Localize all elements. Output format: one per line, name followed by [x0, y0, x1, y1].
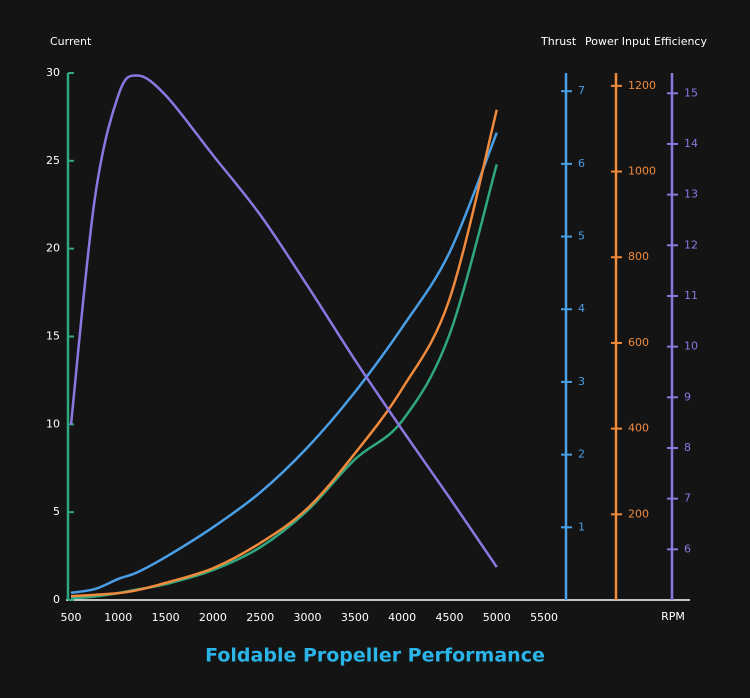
y-tick-label: 13 — [684, 188, 698, 201]
y-tick-label: 400 — [628, 422, 649, 435]
chart-title: Foldable Propeller Performance — [205, 645, 545, 667]
y-tick-label: 12 — [684, 238, 698, 251]
y-tick-label: 1 — [578, 520, 585, 533]
y-tick-label: 11 — [684, 289, 698, 302]
x-axis-label: RPM — [661, 610, 685, 623]
y-axis-title: Thrust — [540, 35, 577, 48]
y-tick-label: 10 — [684, 340, 698, 353]
series-line — [70, 164, 498, 600]
y-tick-label: 1000 — [628, 165, 656, 178]
x-tick-label: 2500 — [246, 611, 274, 624]
x-tick-label: 3000 — [294, 611, 322, 624]
x-tick-label: 2000 — [199, 611, 227, 624]
x-tick-label: 4500 — [435, 611, 463, 624]
y-tick-label: 10 — [46, 417, 60, 430]
series-line — [69, 74, 498, 568]
y-tick-label: 15 — [46, 330, 60, 343]
y-axis-title: Efficiency — [654, 35, 707, 48]
y-tick-label: 8 — [684, 441, 691, 454]
x-tick-label: 4000 — [388, 611, 416, 624]
x-tick-label: 3500 — [341, 611, 369, 624]
y-tick-label: 25 — [46, 154, 60, 167]
y-tick-label: 1200 — [628, 79, 656, 92]
y-tick-label: 2 — [578, 448, 585, 461]
x-tick-label: 1000 — [104, 611, 132, 624]
y-tick-label: 14 — [684, 137, 698, 150]
y-tick-label: 0 — [53, 593, 60, 606]
series-line — [70, 132, 498, 594]
y-tick-label: 9 — [684, 390, 691, 403]
y-tick-label: 5 — [578, 230, 585, 243]
y-tick-label: 800 — [628, 250, 649, 263]
y-tick-label: 15 — [684, 86, 698, 99]
y-tick-label: 30 — [46, 66, 60, 79]
x-tick-label: 5500 — [530, 611, 558, 624]
y-tick-label: 4 — [578, 302, 585, 315]
x-tick-label: 500 — [61, 611, 82, 624]
y-tick-label: 3 — [578, 375, 585, 388]
y-tick-label: 200 — [628, 507, 649, 520]
x-tick-label: 1500 — [152, 611, 180, 624]
y-tick-label: 6 — [578, 157, 585, 170]
y-tick-label: 600 — [628, 336, 649, 349]
y-tick-label: 7 — [684, 492, 691, 505]
y-tick-label: 5 — [53, 505, 60, 518]
x-tick-label: 5000 — [483, 611, 511, 624]
y-tick-label: 20 — [46, 242, 60, 255]
y-tick-label: 6 — [684, 542, 691, 555]
y-tick-label: 7 — [578, 84, 585, 97]
series-line — [70, 109, 498, 598]
y-axis-title: Power Input — [585, 35, 651, 48]
y-axis-title: Current — [50, 35, 92, 48]
